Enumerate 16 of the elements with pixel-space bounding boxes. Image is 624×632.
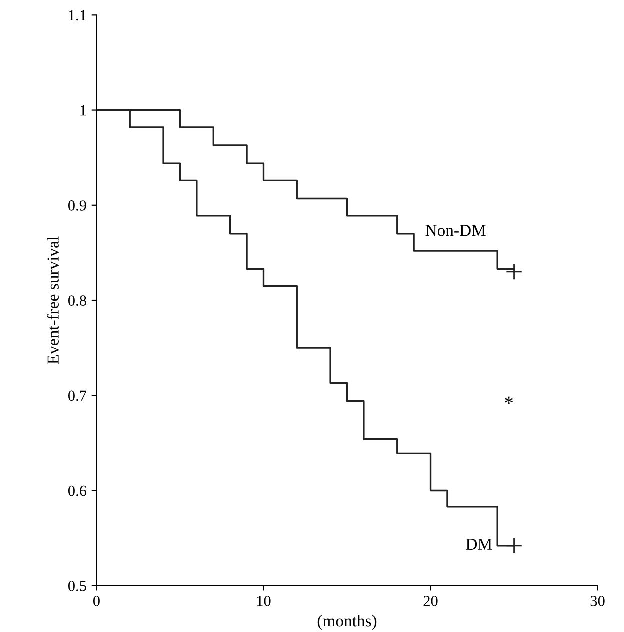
x-tick-label: 0: [93, 596, 100, 606]
series-label: DM: [466, 539, 492, 550]
annotation: *: [505, 396, 514, 404]
y-tick-label: 0.5: [68, 581, 86, 592]
y-tick-label: 1.1: [69, 10, 86, 21]
x-axis-title: (months): [318, 614, 377, 630]
y-tick-label: 1: [80, 106, 86, 116]
y-tick-label: 0.6: [68, 486, 87, 496]
x-tick-label: 30: [590, 596, 605, 606]
x-tick-label: 10: [257, 596, 271, 606]
y-tick-label: 0.7: [68, 390, 87, 402]
y-tick-label: 0.8: [68, 296, 86, 306]
x-tick-label: 20: [424, 596, 438, 606]
y-axis-title: Event-free survival: [47, 236, 59, 364]
y-tick-label: 0.9: [68, 200, 86, 211]
series-label: Non-DM: [426, 225, 486, 236]
